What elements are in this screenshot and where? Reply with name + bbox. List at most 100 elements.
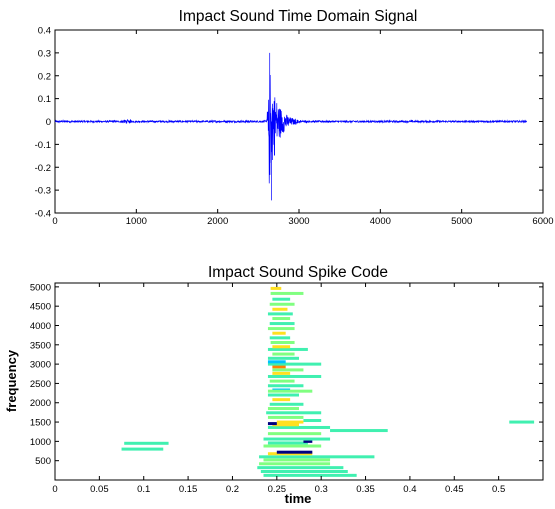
spike-bar <box>276 420 304 424</box>
spike-code-chart: Impact Sound Spike Code 0 0.05 0.1 0.15 0.2 0… <box>4 264 544 506</box>
signal-x-tick-label: 2000 <box>207 216 228 227</box>
spike-bar <box>267 425 331 429</box>
spike-bar <box>267 360 286 364</box>
signal-x-tick-label: 5000 <box>451 216 472 227</box>
signal-y-tick-label: 0.3 <box>38 48 51 59</box>
spike-bar <box>267 374 322 378</box>
signal-chart-title: Impact Sound Time Domain Signal <box>179 8 418 25</box>
spike-bar <box>267 312 293 316</box>
spike-bar <box>263 444 322 448</box>
spike-y-tick-label: 1500 <box>30 418 51 429</box>
signal-y-tick-label: 0 <box>46 117 51 128</box>
spike-y-tick-label: 4500 <box>30 302 51 313</box>
signal-axis-ticks: 0 1000 2000 3000 4000 5000 6000 -0.4 -0.3 -0.2 -0.… <box>35 26 554 228</box>
spike-x-tick-label: 0 <box>52 484 57 495</box>
spike-bar <box>263 473 357 477</box>
signal-y-tick-label: -0.1 <box>35 140 51 151</box>
spike-x-tick-label: 0.25 <box>268 484 287 495</box>
spike-bar <box>267 441 308 445</box>
spike-bar <box>267 362 322 366</box>
spike-bar <box>269 322 295 326</box>
signal-y-tick-label: 0.1 <box>38 94 51 105</box>
spike-y-tick-label: 2000 <box>30 398 51 409</box>
spike-bar <box>259 462 331 466</box>
spike-axis-ticks: 0 0.05 0.1 0.15 0.2 0.25 0.3 0.35 0.4 0.45 0.5 500 1… <box>30 282 543 495</box>
spike-x-tick-label: 0.2 <box>226 484 239 495</box>
spike-bar <box>269 379 295 383</box>
signal-y-tick-label: -0.2 <box>35 163 51 174</box>
spike-bar <box>124 441 169 445</box>
spike-bar <box>263 437 331 441</box>
spike-x-tick-label: 0.35 <box>356 484 375 495</box>
spike-bar <box>272 423 299 427</box>
spike-x-tick-label: 0.4 <box>403 484 416 495</box>
spike-bar <box>267 422 277 426</box>
spike-bar <box>267 389 313 393</box>
spike-x-tick-label: 0.3 <box>315 484 328 495</box>
spike-bar <box>267 432 322 436</box>
spike-y-tick-label: 2500 <box>30 379 51 390</box>
spike-bar <box>267 384 304 388</box>
spike-bar <box>272 365 286 369</box>
signal-x-tick-label: 0 <box>52 216 57 227</box>
spike-bar <box>276 450 313 454</box>
spike-bar <box>303 419 322 423</box>
spike-bar <box>267 356 299 360</box>
spike-bar <box>269 336 291 340</box>
spike-bar <box>267 347 308 351</box>
spike-bars <box>121 286 535 477</box>
spike-x-tick-label: 0.1 <box>137 484 150 495</box>
spike-bar <box>272 317 291 321</box>
signal-y-tick-label: -0.3 <box>35 186 51 197</box>
spike-bar <box>270 291 304 295</box>
spike-bar <box>270 340 295 344</box>
spike-bar <box>272 368 304 372</box>
spike-y-tick-label: 5000 <box>30 282 51 293</box>
signal-x-tick-label: 1000 <box>126 216 147 227</box>
signal-x-tick-label: 6000 <box>532 216 553 227</box>
spike-bar <box>263 458 331 462</box>
signal-y-tick-label: -0.4 <box>35 209 51 220</box>
spike-bar <box>272 297 291 301</box>
spike-y-axis-label: frequency <box>4 349 19 412</box>
spike-bar <box>267 327 295 331</box>
spike-bar <box>270 286 282 290</box>
spike-x-tick-label: 0.05 <box>90 484 109 495</box>
spike-chart-title: Impact Sound Spike Code <box>208 264 388 281</box>
spike-x-tick-label: 0.5 <box>492 484 505 495</box>
spike-bar <box>303 439 313 443</box>
signal-x-tick-label: 3000 <box>288 216 309 227</box>
spike-y-tick-label: 500 <box>35 456 51 467</box>
spike-x-axis-label: time <box>285 491 312 506</box>
spike-x-tick-label: 0.15 <box>179 484 198 495</box>
signal-x-tick-label: 4000 <box>370 216 391 227</box>
spike-bar <box>267 393 299 397</box>
spike-x-tick-label: 0.45 <box>445 484 464 495</box>
spike-y-tick-label: 4000 <box>30 321 51 332</box>
spike-bar <box>272 398 291 402</box>
spike-bar <box>509 420 535 424</box>
signal-y-tick-label: 0.4 <box>38 26 51 37</box>
spike-bar <box>257 466 344 470</box>
spike-bar <box>272 307 288 311</box>
spike-bar <box>272 331 286 335</box>
signal-line <box>54 52 527 201</box>
spike-bar <box>269 402 304 406</box>
spike-bar <box>267 452 313 456</box>
spike-y-tick-label: 3000 <box>30 360 51 371</box>
spike-bar <box>272 345 291 349</box>
spike-y-tick-label: 1000 <box>30 437 51 448</box>
spike-bar <box>269 302 295 306</box>
spike-bar <box>272 352 295 356</box>
spike-bar <box>266 411 322 415</box>
signal-chart: Impact Sound Time Domain Signal 0 1000 200… <box>35 8 554 227</box>
spike-bar <box>267 407 299 411</box>
spike-bar <box>272 371 291 375</box>
spike-y-tick-label: 3500 <box>30 340 51 351</box>
spike-bar <box>330 429 388 433</box>
spike-bar <box>267 415 304 419</box>
spike-bar <box>259 455 375 459</box>
spike-bar <box>121 447 164 451</box>
spike-bar <box>260 470 348 473</box>
